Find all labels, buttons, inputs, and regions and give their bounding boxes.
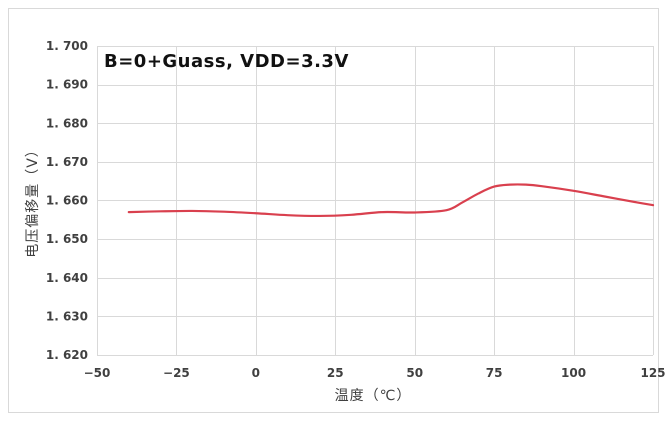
x-axis-title: 温度（℃） — [335, 388, 412, 404]
y-tick-label: 1. 700 — [46, 39, 88, 53]
y-tick-label: 1. 640 — [46, 271, 88, 285]
y-tick-label: 1. 630 — [46, 309, 88, 323]
y-tick-label: 1. 670 — [46, 155, 88, 169]
x-tick-label: −50 — [84, 366, 111, 380]
y-tick-label: 1. 680 — [46, 116, 88, 130]
y-axis-title: 电压偏移量（V） — [25, 142, 41, 258]
y-tick-label: 1. 660 — [46, 194, 88, 208]
y-tick-labels: 1. 620 1. 630 1. 640 1. 650 1. 660 1. 670 1. 6… — [46, 39, 88, 362]
chart-annotation: B=0+Guass, VDD=3.3V — [104, 51, 349, 72]
grid-layer — [97, 46, 654, 356]
series-layer — [127, 183, 655, 218]
x-tick-label: −25 — [163, 366, 190, 380]
x-tick-label: 0 — [252, 366, 260, 380]
x-tick-label: 50 — [406, 366, 423, 380]
y-tick-label: 1. 690 — [46, 78, 88, 92]
y-tick-label: 1. 620 — [46, 348, 88, 362]
x-tick-label: 100 — [561, 366, 586, 380]
x-tick-label: 25 — [327, 366, 344, 380]
series-line-0 — [127, 183, 655, 218]
chart-frame — [8, 8, 659, 413]
y-tick-label: 1. 650 — [46, 232, 88, 246]
x-tick-label: 125 — [640, 366, 665, 380]
x-tick-label: 75 — [486, 366, 503, 380]
x-tick-labels: −50 −25 0 25 50 75 100 125 — [84, 366, 666, 380]
